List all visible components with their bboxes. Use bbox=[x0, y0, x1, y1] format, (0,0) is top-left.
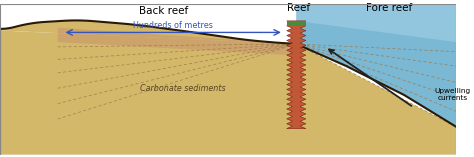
Polygon shape bbox=[0, 4, 296, 44]
Text: Upwelling
currents: Upwelling currents bbox=[435, 88, 471, 101]
Polygon shape bbox=[296, 4, 456, 127]
Polygon shape bbox=[0, 30, 456, 155]
Text: Carbonate sediments: Carbonate sediments bbox=[140, 84, 226, 93]
Text: Back reef: Back reef bbox=[139, 6, 188, 16]
Text: Fore reef: Fore reef bbox=[366, 3, 413, 13]
Polygon shape bbox=[287, 21, 306, 129]
Polygon shape bbox=[296, 4, 456, 42]
Polygon shape bbox=[287, 21, 306, 26]
Polygon shape bbox=[0, 20, 296, 44]
Text: Hundreds of metres: Hundreds of metres bbox=[133, 21, 213, 30]
Polygon shape bbox=[58, 28, 296, 56]
Text: Reef: Reef bbox=[287, 3, 310, 13]
